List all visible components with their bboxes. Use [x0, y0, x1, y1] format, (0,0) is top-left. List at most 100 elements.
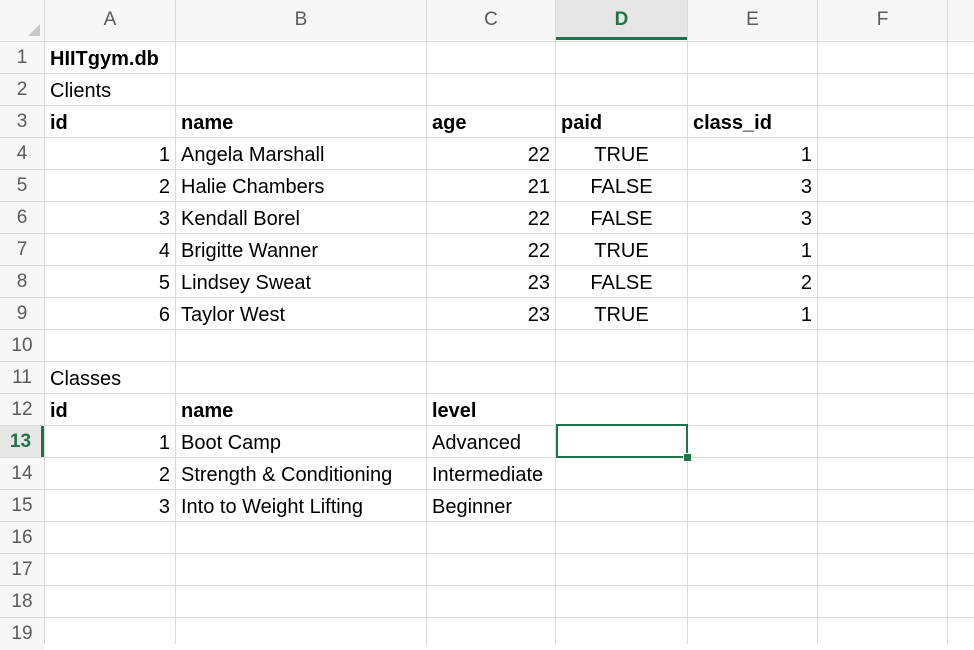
row-header-19[interactable]: 19	[0, 618, 44, 650]
row-header-18[interactable]: 18	[0, 586, 44, 618]
gridline	[0, 233, 974, 234]
cell-c7[interactable]: 22	[527, 240, 550, 262]
cell-b13[interactable]: Boot Camp	[181, 432, 282, 454]
gridline	[0, 73, 974, 74]
cell-e4[interactable]: 1	[800, 144, 812, 166]
row-header-13[interactable]: 13	[0, 426, 44, 458]
row-header-11[interactable]: 11	[0, 362, 44, 394]
gridline	[0, 489, 974, 490]
row-header-8[interactable]: 8	[0, 266, 44, 298]
gridline	[0, 553, 974, 554]
row-header-3[interactable]: 3	[0, 106, 44, 138]
row-header-15[interactable]: 15	[0, 490, 44, 522]
cell-a11[interactable]: Classes	[50, 368, 122, 390]
cell-d3[interactable]: paid	[561, 112, 603, 134]
cell-a15[interactable]: 3	[158, 496, 170, 518]
cell-d5[interactable]: FALSE	[590, 176, 653, 198]
cell-a9[interactable]: 6	[158, 304, 170, 326]
gridline	[0, 137, 974, 138]
gridline	[0, 41, 974, 42]
gridline	[0, 617, 974, 618]
cell-a3[interactable]: id	[50, 112, 68, 134]
column-header-f[interactable]: F	[818, 0, 947, 40]
column-header-e[interactable]: E	[688, 0, 817, 40]
cell-c12[interactable]: level	[432, 400, 477, 422]
row-header-5[interactable]: 5	[0, 170, 44, 202]
gridline	[0, 457, 974, 458]
gridline	[0, 361, 974, 362]
cell-e3[interactable]: class_id	[693, 112, 772, 134]
cell-c3[interactable]: age	[432, 112, 467, 134]
cell-b9[interactable]: Taylor West	[181, 304, 286, 326]
row-header-6[interactable]: 6	[0, 202, 44, 234]
row-header-17[interactable]: 17	[0, 554, 44, 586]
cell-a12[interactable]: id	[50, 400, 68, 422]
gridline	[0, 201, 974, 202]
cell-a2[interactable]: Clients	[50, 80, 112, 102]
cell-a4[interactable]: 1	[158, 144, 170, 166]
gridline	[0, 425, 974, 426]
gridline	[44, 0, 45, 644]
cell-a13[interactable]: 1	[158, 432, 170, 454]
cell-d9[interactable]: TRUE	[594, 304, 649, 326]
column-header-partial[interactable]	[948, 0, 974, 40]
gridline	[0, 585, 974, 586]
column-header-a[interactable]: A	[45, 0, 175, 40]
fill-handle[interactable]	[683, 453, 692, 462]
cell-b4[interactable]: Angela Marshall	[181, 144, 325, 166]
gridline	[817, 0, 818, 644]
selected-cell-d13[interactable]	[556, 424, 688, 458]
cell-d8[interactable]: FALSE	[590, 272, 653, 294]
cell-c8[interactable]: 23	[527, 272, 550, 294]
select-all-triangle-icon	[28, 24, 40, 36]
cell-e9[interactable]: 1	[800, 304, 812, 326]
cell-a14[interactable]: 2	[158, 464, 170, 486]
cell-b14[interactable]: Strength & Conditioning	[181, 464, 393, 486]
cell-a5[interactable]: 2	[158, 176, 170, 198]
cell-d4[interactable]: TRUE	[594, 144, 649, 166]
row-header-7[interactable]: 7	[0, 234, 44, 266]
cell-d6[interactable]: FALSE	[590, 208, 653, 230]
cell-d7[interactable]: TRUE	[594, 240, 649, 262]
cell-b8[interactable]: Lindsey Sweat	[181, 272, 312, 294]
gridline	[0, 169, 974, 170]
row-header-12[interactable]: 12	[0, 394, 44, 426]
cell-c6[interactable]: 22	[527, 208, 550, 230]
cell-a7[interactable]: 4	[158, 240, 170, 262]
cell-a1[interactable]: HIITgym.db	[50, 48, 159, 70]
cell-e5[interactable]: 3	[800, 176, 812, 198]
column-header-d[interactable]: D	[556, 0, 687, 40]
row-header-2[interactable]: 2	[0, 74, 44, 106]
row-header-4[interactable]: 4	[0, 138, 44, 170]
cell-c15[interactable]: Beginner	[432, 496, 513, 518]
cell-c9[interactable]: 23	[527, 304, 550, 326]
cell-b6[interactable]: Kendall Borel	[181, 208, 300, 230]
cell-c5[interactable]: 21	[527, 176, 550, 198]
gridline	[175, 0, 176, 644]
cell-a6[interactable]: 3	[158, 208, 170, 230]
cell-b5[interactable]: Halie Chambers	[181, 176, 325, 198]
cell-b15[interactable]: Into to Weight Lifting	[181, 496, 363, 518]
gridline	[0, 521, 974, 522]
cell-c13[interactable]: Advanced	[432, 432, 521, 454]
cell-e6[interactable]: 3	[800, 208, 812, 230]
column-header-c[interactable]: C	[427, 0, 555, 40]
cell-b3[interactable]: name	[181, 112, 234, 134]
cell-e8[interactable]: 2	[800, 272, 812, 294]
cell-b12[interactable]: name	[181, 400, 234, 422]
column-header-b[interactable]: B	[176, 0, 426, 40]
row-header-9[interactable]: 9	[0, 298, 44, 330]
gridline	[687, 0, 688, 644]
row-header-16[interactable]: 16	[0, 522, 44, 554]
cell-e7[interactable]: 1	[800, 240, 812, 262]
cell-c14[interactable]: Intermediate	[432, 464, 544, 486]
row-header-10[interactable]: 10	[0, 330, 44, 362]
select-all-corner[interactable]	[0, 0, 44, 40]
cell-c4[interactable]: 22	[527, 144, 550, 166]
row-header-14[interactable]: 14	[0, 458, 44, 490]
gridline	[555, 0, 556, 644]
cell-a8[interactable]: 5	[158, 272, 170, 294]
row-header-1[interactable]: 1	[0, 42, 44, 74]
cell-b7[interactable]: Brigitte Wanner	[181, 240, 319, 262]
